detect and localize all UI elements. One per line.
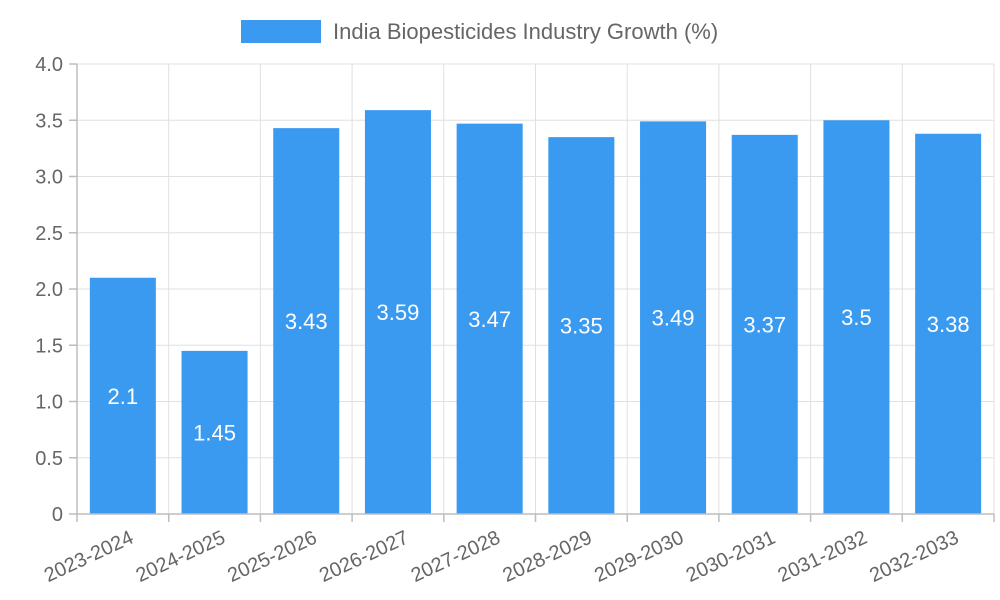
data-label: 3.35 (560, 314, 603, 339)
bar-2027-2028[interactable] (456, 123, 523, 514)
x-tick-label: 2026-2027 (316, 527, 412, 587)
y-tick-label: 4.0 (35, 54, 63, 76)
bar-2032-2033[interactable] (915, 133, 982, 514)
data-label: 2.1 (108, 384, 139, 409)
data-label: 3.59 (377, 300, 420, 325)
y-tick-label: 1.0 (35, 392, 63, 414)
bar-2025-2026[interactable] (273, 128, 340, 514)
bar-2031-2032[interactable] (823, 120, 890, 514)
x-tick-label: 2028-2029 (499, 527, 595, 587)
legend-label: India Biopesticides Industry Growth (%) (333, 19, 718, 44)
bar-2029-2030[interactable] (640, 121, 707, 514)
x-tick-label: 2031-2032 (775, 527, 871, 587)
data-label: 3.47 (468, 307, 511, 332)
x-tick-label: 2029-2030 (591, 527, 687, 587)
data-label: 3.5 (841, 305, 872, 330)
legend-swatch (241, 20, 321, 43)
y-tick-label: 2.0 (35, 279, 63, 301)
legend[interactable]: India Biopesticides Industry Growth (%) (241, 19, 718, 44)
bar-2023-2024[interactable] (89, 277, 156, 514)
y-tick-label: 0.5 (35, 448, 63, 470)
y-tick-label: 0 (52, 504, 63, 526)
x-tick-label: 2027-2028 (408, 527, 504, 587)
y-tick-label: 1.5 (35, 335, 63, 357)
data-label: 3.43 (285, 309, 328, 334)
axes (69, 63, 995, 522)
bars (89, 110, 982, 514)
y-tick-label: 2.5 (35, 223, 63, 245)
x-tick-label: 2032-2033 (866, 527, 962, 587)
data-label: 3.49 (652, 306, 695, 331)
bar-2030-2031[interactable] (731, 134, 798, 514)
bar-2028-2029[interactable] (548, 137, 615, 514)
gridlines (77, 63, 995, 514)
data-labels: 2.1 1.45 3.43 3.59 3.47 3.35 3.49 3.37 3.5 3.38 (108, 300, 970, 445)
data-label: 3.37 (743, 312, 786, 337)
y-tick-label: 3.0 (35, 167, 63, 189)
data-label: 3.38 (927, 312, 970, 337)
x-tick-label: 2025-2026 (224, 527, 320, 587)
bar-2026-2027[interactable] (364, 110, 431, 514)
x-tick-label: 2023-2024 (41, 527, 137, 587)
bar-2024-2025[interactable] (181, 350, 248, 514)
x-tick-label: 2030-2031 (683, 527, 779, 587)
x-tick-label: 2024-2025 (133, 527, 229, 587)
data-label: 1.45 (193, 420, 236, 445)
y-tick-label: 3.5 (35, 110, 63, 132)
